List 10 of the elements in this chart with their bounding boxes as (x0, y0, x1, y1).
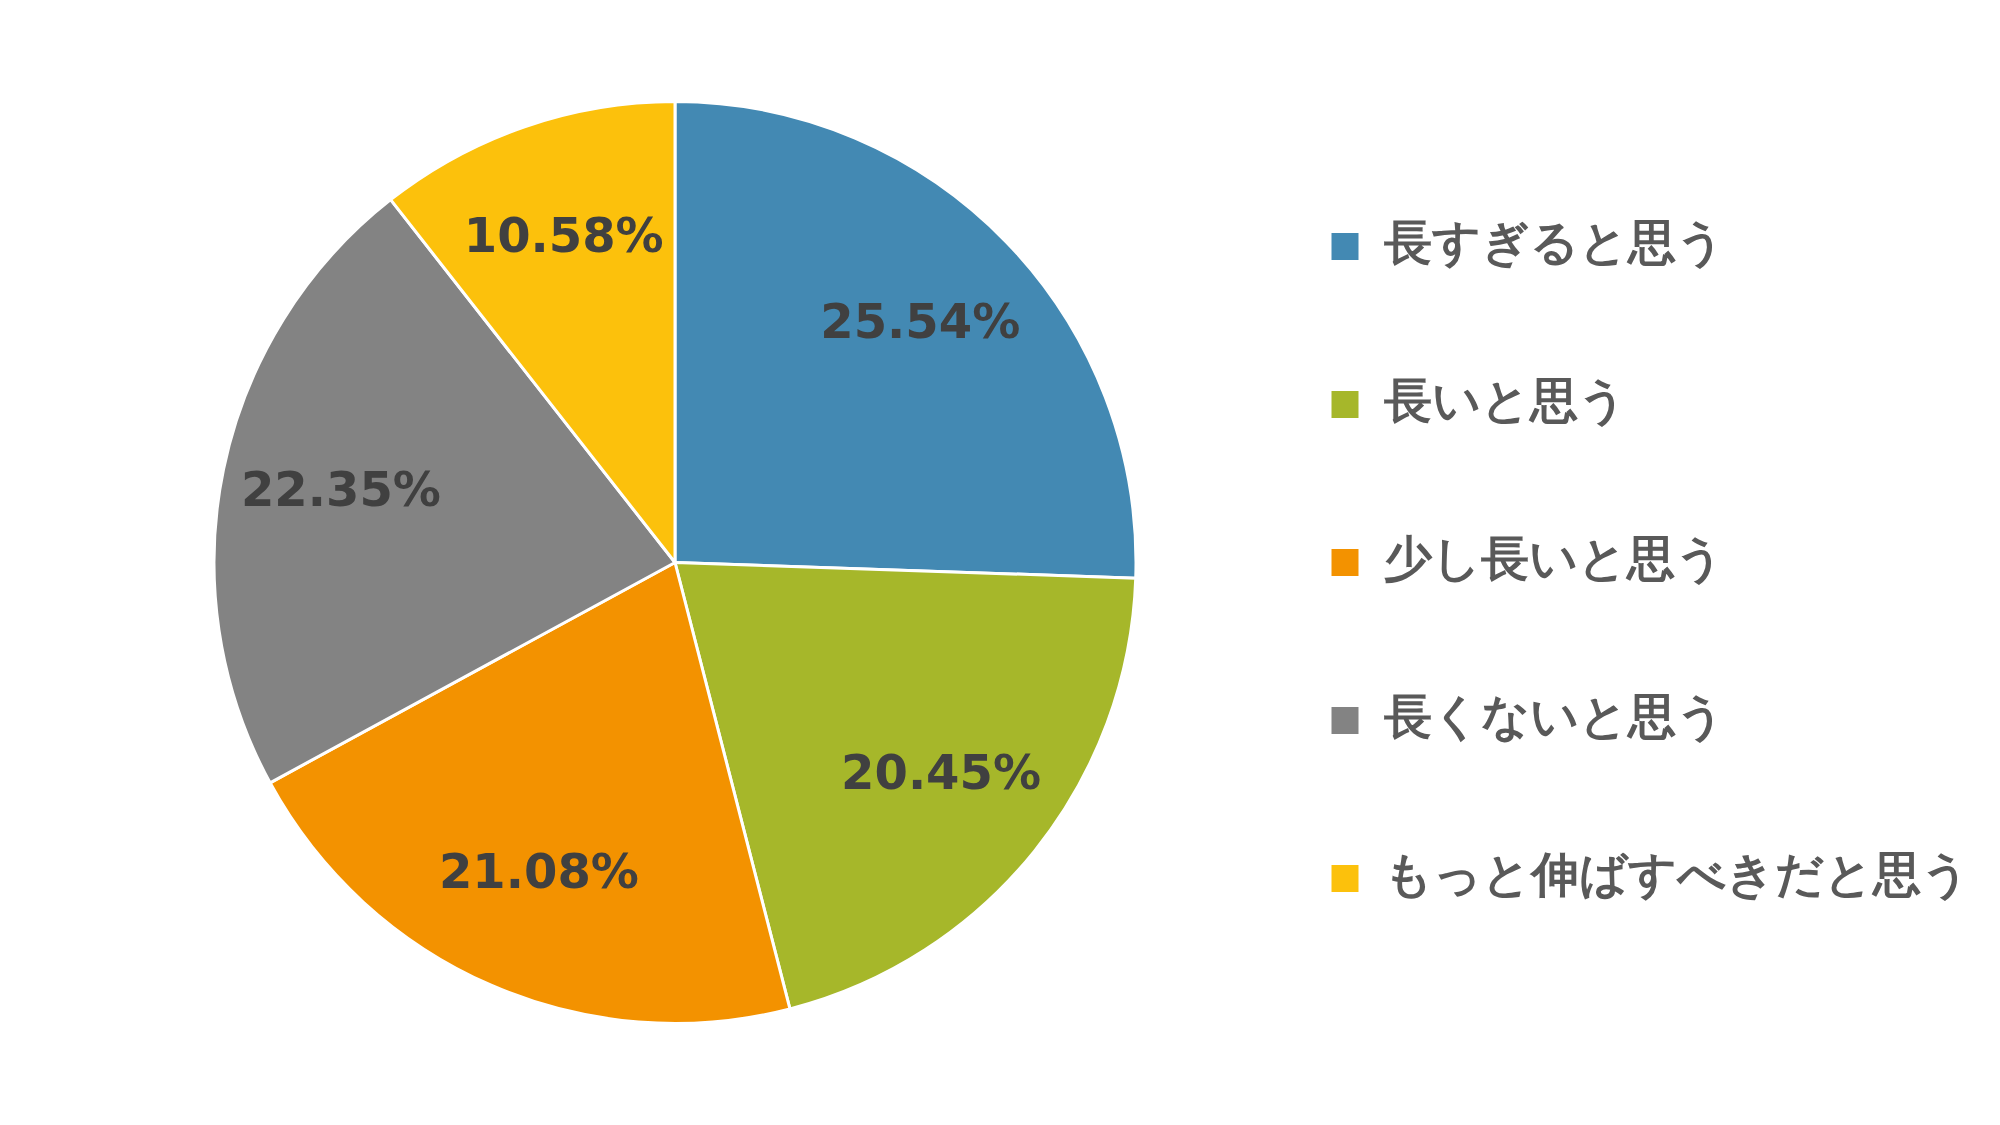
data-label: 10.58% (463, 207, 664, 264)
data-label: 25.54% (820, 292, 1021, 349)
legend-label: 長すぎると思う (1383, 213, 1725, 270)
legend-label: もっと伸ばすべきだと思う (1384, 845, 1970, 902)
legend-label: 少し長いと思う (1384, 529, 1724, 586)
data-label: 22.35% (240, 460, 441, 517)
legend-label: 長いと思う (1383, 371, 1627, 428)
data-label: 20.45% (841, 743, 1041, 800)
data-label: 21.08% (438, 842, 639, 899)
legend-label: 長くないと思う (1383, 687, 1725, 744)
